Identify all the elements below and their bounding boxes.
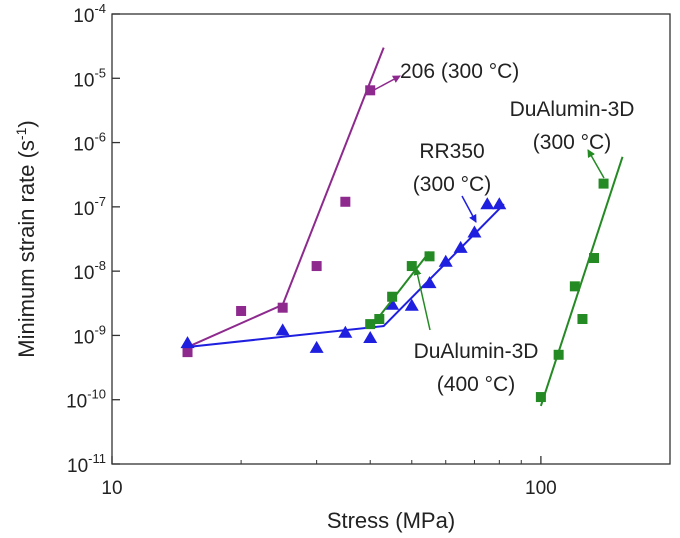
x-axis-title: Stress (MPa) bbox=[327, 508, 455, 533]
data-point bbox=[363, 331, 378, 344]
annotation-arrow bbox=[587, 149, 605, 179]
y-tick-exponent: -10 bbox=[87, 387, 106, 402]
y-tick-exponent: -7 bbox=[94, 194, 106, 209]
y-tick-exponent: -4 bbox=[94, 1, 106, 16]
y-tick-base: 10 bbox=[73, 70, 94, 91]
annotation-arrow bbox=[373, 75, 401, 91]
y-axis-title: Minimum strain rate (s-1) bbox=[13, 120, 39, 357]
y-axis-title-sup: -1 bbox=[13, 127, 29, 140]
data-point bbox=[277, 302, 288, 313]
annotation-arrow bbox=[413, 267, 431, 331]
data-point bbox=[365, 85, 376, 96]
y-tick-label: 10-11 bbox=[67, 451, 106, 477]
data-point bbox=[275, 323, 290, 336]
y-tick-base: 10 bbox=[67, 456, 88, 477]
data-point bbox=[589, 253, 600, 264]
annotation: (300 °C) bbox=[533, 131, 611, 154]
y-axis-title-end: ) bbox=[14, 120, 39, 127]
y-tick-base: 10 bbox=[73, 6, 94, 27]
y-tick-exponent: -8 bbox=[94, 258, 106, 273]
annotation-arrow bbox=[461, 195, 477, 223]
y-tick-label: 10-10 bbox=[66, 387, 106, 413]
data-point bbox=[180, 336, 195, 349]
data-point bbox=[467, 225, 482, 238]
y-tick-label: 10-4 bbox=[73, 1, 106, 27]
y-tick-label: 10-8 bbox=[73, 258, 106, 284]
data-point bbox=[311, 261, 322, 272]
data-point bbox=[492, 197, 507, 210]
y-tick-label: 10-7 bbox=[73, 194, 106, 220]
data-point bbox=[598, 178, 609, 189]
data-point bbox=[569, 281, 580, 292]
fit-line bbox=[187, 203, 505, 349]
data-point bbox=[309, 340, 324, 353]
data-point bbox=[535, 392, 546, 403]
x-tick-label: 100 bbox=[525, 478, 557, 499]
data-point bbox=[480, 197, 495, 210]
y-axis-title-main: Minimum strain rate (s bbox=[14, 140, 39, 358]
fit-line bbox=[369, 251, 431, 329]
data-point bbox=[385, 297, 400, 310]
data-point bbox=[406, 261, 417, 272]
x-tick-label: 10 bbox=[101, 478, 122, 499]
data-point bbox=[422, 276, 437, 289]
y-tick-label: 10-9 bbox=[73, 322, 106, 348]
y-tick-label: 10-5 bbox=[73, 65, 106, 91]
data-point bbox=[577, 314, 588, 325]
annotation: (400 °C) bbox=[437, 373, 515, 396]
y-tick-label: 10-6 bbox=[73, 130, 106, 156]
data-point bbox=[374, 314, 385, 325]
annotation: RR350 bbox=[419, 140, 484, 163]
fit-line bbox=[187, 47, 385, 348]
data-point bbox=[340, 196, 351, 207]
y-tick-exponent: -11 bbox=[88, 451, 106, 466]
annotation: (300 °C) bbox=[413, 173, 491, 196]
y-tick-base: 10 bbox=[66, 392, 87, 413]
y-tick-base: 10 bbox=[73, 135, 94, 156]
data-point bbox=[365, 319, 376, 330]
data-point bbox=[387, 291, 398, 302]
annotation: 206 (300 °C) bbox=[400, 60, 519, 83]
data-point bbox=[424, 251, 435, 262]
y-tick-base: 10 bbox=[73, 199, 94, 220]
data-point bbox=[438, 254, 453, 267]
y-tick-exponent: -9 bbox=[94, 322, 106, 337]
data-point bbox=[236, 305, 247, 316]
data-point bbox=[338, 325, 353, 338]
annotation: DuAlumin-3D bbox=[414, 340, 539, 363]
y-tick-base: 10 bbox=[73, 263, 94, 284]
y-tick-base: 10 bbox=[73, 327, 94, 348]
y-tick-exponent: -6 bbox=[94, 130, 106, 145]
y-tick-exponent: -5 bbox=[94, 65, 106, 80]
data-point bbox=[182, 347, 193, 358]
data-point bbox=[404, 298, 419, 311]
annotation: DuAlumin-3D bbox=[510, 98, 635, 121]
plot-frame bbox=[111, 13, 671, 465]
fit-line bbox=[539, 156, 624, 407]
